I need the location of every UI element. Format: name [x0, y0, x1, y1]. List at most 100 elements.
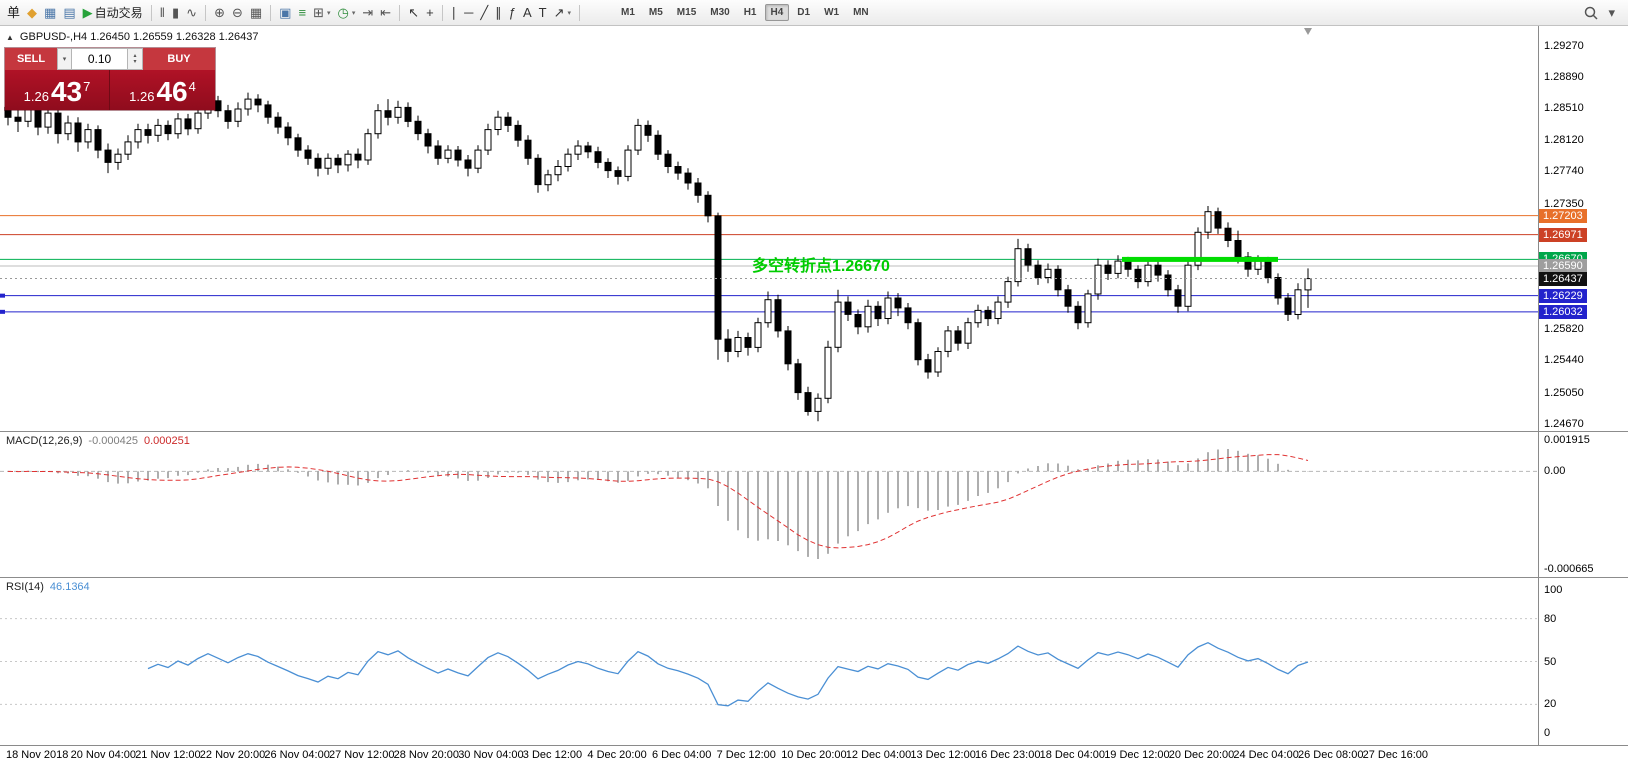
search-button[interactable]: [1581, 3, 1601, 23]
chart-shift-button[interactable]: ⇤: [377, 3, 394, 23]
time-label: 22 Nov 20:00: [199, 749, 266, 761]
bar-chart-button[interactable]: ‖: [157, 3, 168, 23]
timeframe-h4[interactable]: H4: [764, 4, 790, 21]
price-tick: 1.27350: [1544, 197, 1584, 210]
one-click-trade-panel[interactable]: SELL ▾ 0.10 ▴ ▾ BUY 1.26 43 7 1.26 46 4: [4, 47, 216, 111]
time-label: 18 Dec 04:00: [1039, 749, 1106, 761]
macd-name: MACD(12,26,9): [6, 435, 83, 447]
timeframe-m30[interactable]: M30: [710, 7, 730, 18]
text-label-button[interactable]: T: [536, 3, 550, 23]
time-label: 10 Dec 20:00: [781, 749, 847, 761]
time-label: 12 Dec 04:00: [845, 749, 912, 761]
price-label-1.26971: 1.26971: [1539, 227, 1587, 242]
search-icon: [1585, 6, 1598, 20]
timeframe-w1[interactable]: W1: [824, 7, 840, 18]
timeframe-m15[interactable]: M15: [676, 7, 697, 18]
macd-signal-value: 0.000251: [143, 435, 190, 447]
collapse-icon[interactable]: ▲: [6, 32, 14, 42]
vertical-line-button[interactable]: ∣: [448, 3, 461, 23]
chart-shift-icon: ⇤: [380, 4, 392, 20]
symbol-ohlc-text: GBPUSD-,H4 1.26450 1.26559 1.26328 1.264…: [19, 31, 259, 43]
tile-windows-button[interactable]: ▣: [276, 3, 294, 23]
time-label: 3 Dec 12:00: [522, 749, 583, 761]
trendline-icon: ╱: [480, 4, 489, 20]
text-button[interactable]: A: [520, 3, 535, 23]
sell-button[interactable]: SELL: [5, 48, 57, 70]
autotrading-label: 自动交易: [94, 6, 143, 20]
indicator-list-button[interactable]: ≡: [295, 3, 309, 23]
price-axis[interactable]: 1.29270 1.28890 1.28510 1.28120 1.27740 1.273…: [1538, 26, 1628, 745]
zoom-in-button[interactable]: ⊕: [211, 3, 228, 23]
horizontal-line-button[interactable]: ─: [461, 3, 476, 23]
level-overlays[interactable]: [0, 256, 1538, 314]
rsi-tick-100: 100: [1544, 584, 1563, 596]
trade-options-dropdown[interactable]: ▾: [57, 48, 72, 70]
toolbar-more-button[interactable]: ▾: [1605, 3, 1618, 23]
panel-separator[interactable]: [0, 577, 1628, 578]
equidistant-channel-button[interactable]: ∥: [492, 3, 505, 23]
timeframe-h1[interactable]: H1: [743, 7, 757, 18]
rsi-indicator-panel[interactable]: RSI(14) 46.1364: [0, 578, 1538, 745]
price-chart-canvas[interactable]: [0, 26, 1538, 432]
trendline-button[interactable]: ╱: [477, 3, 491, 23]
timeframe-d1[interactable]: D1: [797, 7, 811, 18]
arrow-objects-button[interactable]: ↗ ▾: [551, 3, 574, 23]
buy-button[interactable]: BUY: [143, 48, 215, 70]
timeframe-m1[interactable]: M1: [620, 7, 635, 18]
grid-icon: ▦: [249, 4, 263, 20]
time-label: 16 Dec 23:00: [975, 749, 1041, 761]
candlestick-chart-button[interactable]: ▮: [169, 3, 182, 23]
buy-price-big: 46: [156, 76, 188, 107]
panel-separator[interactable]: [0, 431, 1628, 432]
macd-indicator-panel[interactable]: MACD(12,26,9) -0.000425 0.000251: [0, 432, 1538, 578]
zoom-out-button[interactable]: ⊖: [229, 3, 246, 23]
macd-chart-canvas[interactable]: [0, 432, 1538, 578]
order-menu-button[interactable]: 单: [4, 3, 23, 23]
toolbar-separator: [399, 4, 401, 21]
time-label: 13 Dec 12:00: [910, 749, 976, 761]
crosshair-icon: +: [426, 4, 434, 20]
refresh-clock-button[interactable]: ◷ ▾: [334, 3, 358, 23]
price-tick: 1.28120: [1544, 134, 1584, 147]
time-label: 20 Nov 04:00: [70, 749, 137, 761]
grid-button[interactable]: ▦: [247, 3, 265, 23]
volume-spinner[interactable]: ▴ ▾: [128, 48, 143, 70]
macd-min-label: -0.000665: [1544, 563, 1594, 575]
rsi-chart-canvas[interactable]: [0, 578, 1538, 745]
line-chart-button[interactable]: ∿: [183, 3, 200, 23]
rsi-line: [147, 641, 1309, 707]
toolbar-separator: [150, 4, 152, 21]
timeframe-mn[interactable]: MN: [853, 7, 869, 18]
toolbar-separator: [270, 4, 272, 21]
rsi-tick-50: 50: [1544, 655, 1557, 668]
price-label-1.26590: 1.26590: [1539, 258, 1587, 273]
macd-main-value: -0.000425: [88, 435, 138, 447]
time-axis[interactable]: 18 Nov 2018 20 Nov 04:00 21 Nov 12:00 22 No…: [0, 745, 1628, 771]
price-tick: 1.25820: [1544, 323, 1584, 336]
new-chart-button[interactable]: ⊞ ▾: [310, 3, 333, 23]
time-label: 19 Dec 12:00: [1104, 749, 1170, 761]
sell-price-button[interactable]: 1.26 43 7: [5, 70, 110, 110]
rsi-tick-80: 80: [1544, 612, 1557, 625]
spinner-up-icon: ▴: [133, 53, 137, 59]
timeframe-m5[interactable]: M5: [648, 7, 663, 18]
new-order-button[interactable]: ◆: [24, 3, 40, 23]
auto-scroll-button[interactable]: ⇥: [359, 3, 376, 23]
pivot-zone-segment: [1122, 256, 1278, 262]
pivot-annotation[interactable]: 多空转折点1.26670: [752, 258, 890, 275]
sell-price-pip: 7: [83, 79, 91, 94]
cursor-button[interactable]: ↖: [405, 3, 422, 23]
price-tick: 1.28510: [1544, 102, 1584, 115]
data-window-button[interactable]: ▤: [60, 3, 78, 23]
time-label: 27 Nov 12:00: [329, 749, 395, 761]
volume-input[interactable]: 0.10: [72, 48, 128, 70]
price-chart-panel[interactable]: ▲ GBPUSD-,H4 1.26450 1.26559 1.26328 1.2…: [0, 26, 1538, 432]
market-watch-icon: ▦: [44, 4, 57, 20]
market-watch-button[interactable]: ▦: [41, 3, 59, 23]
autotrading-button[interactable]: ▶ 自动交易: [80, 3, 146, 23]
crosshair-button[interactable]: +: [423, 3, 437, 23]
symbol-info: ▲ GBPUSD-,H4 1.26450 1.26559 1.26328 1.2…: [6, 31, 258, 43]
fibonacci-button[interactable]: ƒ: [506, 3, 519, 23]
buy-price-button[interactable]: 1.26 46 4: [110, 70, 215, 110]
